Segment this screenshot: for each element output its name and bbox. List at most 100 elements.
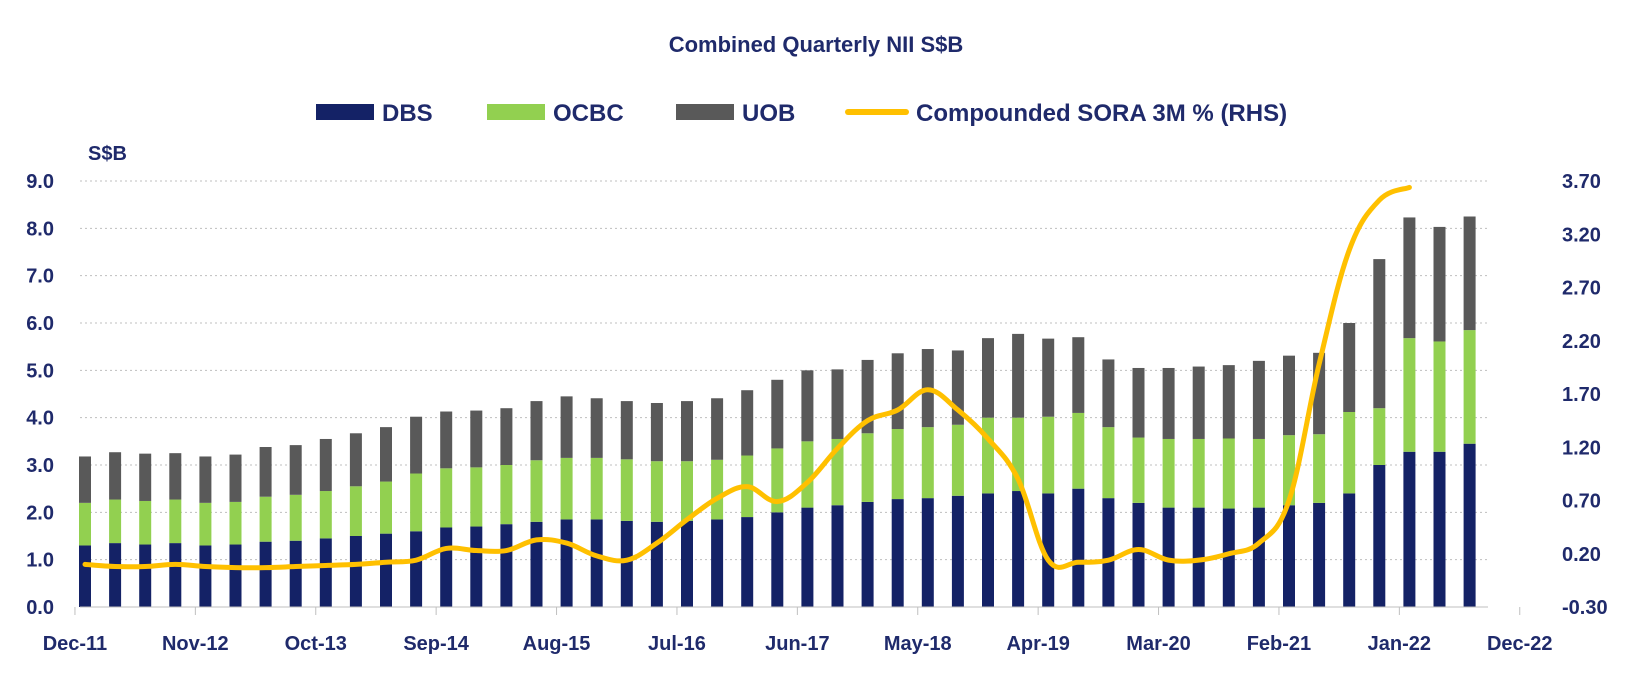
y-left-tick-label: 2.0 — [26, 502, 54, 524]
bar-ocbc — [199, 502, 212, 546]
bar-ocbc — [229, 501, 242, 545]
bar-dbs — [1252, 507, 1265, 607]
bar-dbs — [1132, 502, 1145, 607]
x-tick-label: Mar-20 — [1126, 633, 1190, 655]
y-axis-right: -0.30 0.20 0.70 1.20 1.70 2.20 2.70 3.20 3.70 — [1562, 171, 1608, 619]
y-right-tick-label: 2.70 — [1562, 278, 1601, 300]
bar-uob — [79, 456, 91, 503]
bar-dbs — [289, 540, 302, 607]
bar-ocbc — [380, 481, 392, 534]
bar-uob — [319, 438, 332, 492]
bar-ocbc — [1132, 437, 1145, 503]
bar-uob — [1222, 365, 1235, 439]
bar-uob — [711, 398, 724, 460]
bar-uob — [349, 433, 362, 487]
legend-swatch-dbs — [316, 104, 374, 120]
bar-dbs — [590, 519, 603, 607]
bar-dbs — [1463, 443, 1476, 607]
y-left-tick-label: 7.0 — [26, 266, 54, 288]
bar-ocbc — [982, 417, 994, 494]
bar-uob — [620, 401, 633, 460]
x-tick-label: Aug-15 — [523, 633, 591, 655]
bar-uob — [1343, 323, 1356, 412]
bar-ocbc — [951, 424, 964, 496]
bar-uob — [199, 456, 212, 503]
bar-uob — [861, 359, 874, 434]
bar-dbs — [1283, 505, 1295, 607]
bar-ocbc — [169, 499, 182, 544]
y-right-tick-label: 1.20 — [1562, 437, 1601, 459]
bar-uob — [1252, 360, 1265, 439]
bar-dbs — [982, 493, 994, 607]
bar-uob — [1102, 359, 1115, 428]
y-left-tick-label: 9.0 — [26, 171, 54, 193]
bar-ocbc — [1373, 408, 1386, 465]
y-right-tick-label: 2.20 — [1562, 331, 1601, 353]
bar-ocbc — [319, 491, 332, 539]
bar-ocbc — [1162, 438, 1175, 508]
y-left-tick-label: 1.0 — [26, 550, 54, 572]
y-left-tick-label: 3.0 — [26, 455, 54, 477]
bar-ocbc — [1222, 438, 1235, 509]
legend: DBS OCBC UOB Compounded SORA 3M % (RHS) — [316, 100, 1287, 127]
bar-uob — [1162, 367, 1175, 439]
bar-ocbc — [590, 457, 603, 520]
bar-ocbc — [1313, 434, 1326, 503]
y-right-tick-label: -0.30 — [1562, 597, 1608, 619]
bar-dbs — [109, 543, 122, 607]
legend-item-uob: UOB — [676, 100, 795, 127]
chart-title: Combined Quarterly NII S$B — [669, 32, 964, 57]
bar-ocbc — [861, 433, 874, 502]
x-tick-label: Nov-12 — [162, 633, 229, 655]
bar-ocbc — [440, 468, 453, 528]
y-left-tick-label: 0.0 — [26, 597, 54, 619]
bar-uob — [891, 353, 904, 430]
sora-line — [82, 184, 1412, 571]
bar-dbs — [410, 531, 423, 607]
bar-dbs — [500, 524, 513, 607]
bar-dbs — [1433, 451, 1446, 607]
x-tick-label: May-18 — [884, 633, 952, 655]
bar-ocbc — [801, 441, 814, 508]
bar-dbs — [229, 544, 242, 607]
bar-ocbc — [771, 448, 784, 513]
y-axis-left: 0.0 1.0 2.0 3.0 4.0 5.0 6.0 7.0 8.0 9.0 — [26, 171, 54, 619]
y-axis-unit-label: S$B — [88, 143, 127, 165]
bar-ocbc — [681, 461, 693, 521]
bar-dbs — [921, 498, 934, 607]
bar-ocbc — [259, 496, 272, 542]
bar-ocbc — [109, 499, 122, 544]
bar-uob — [500, 408, 513, 465]
bar-dbs — [1012, 491, 1025, 607]
bar-uob — [650, 402, 663, 462]
bar-dbs — [1373, 465, 1386, 607]
bar-ocbc — [620, 459, 633, 521]
y-right-tick-label: 0.70 — [1562, 491, 1601, 513]
bar-dbs — [951, 495, 964, 607]
bar-dbs — [801, 507, 814, 607]
bar-dbs — [319, 538, 332, 607]
bar-uob — [1373, 259, 1386, 409]
bar-dbs — [891, 499, 904, 607]
bar-uob — [259, 447, 272, 497]
bar-dbs — [1403, 451, 1416, 607]
bar-uob — [560, 396, 573, 458]
bar-uob — [229, 454, 242, 502]
bar-dbs — [861, 501, 874, 607]
y-left-tick-label: 8.0 — [26, 218, 54, 240]
legend-label-ocbc: OCBC — [553, 100, 624, 127]
legend-item-dbs: DBS — [316, 100, 433, 127]
bar-uob — [380, 427, 392, 482]
bar-dbs — [1162, 507, 1175, 607]
bar-uob — [741, 390, 754, 456]
legend-label-dbs: DBS — [382, 100, 433, 127]
bar-uob — [771, 379, 784, 449]
bar-ocbc — [500, 465, 513, 525]
bar-ocbc — [1463, 330, 1476, 444]
bar-ocbc — [289, 494, 302, 541]
x-tick-label: Oct-13 — [285, 633, 347, 655]
bar-dbs — [79, 545, 91, 607]
bar-ocbc — [831, 438, 844, 506]
x-tick-label: Dec-22 — [1487, 633, 1553, 655]
